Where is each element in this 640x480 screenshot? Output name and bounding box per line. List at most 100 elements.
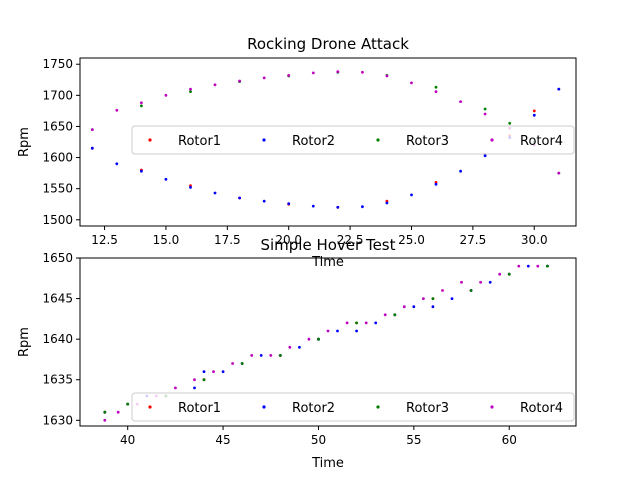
data-point-rotor4 <box>364 321 368 325</box>
y-tick-label: 1645 <box>42 292 73 306</box>
y-tick-label: 1600 <box>42 151 73 165</box>
data-point-rotor4 <box>345 321 349 325</box>
data-point-rotor2 <box>410 193 413 197</box>
legend-marker-rotor1 <box>148 405 152 409</box>
data-point-rotor2 <box>532 113 536 117</box>
data-point-rotor3 <box>434 85 438 89</box>
data-point-rotor4 <box>231 362 235 365</box>
legend-marker-rotor3 <box>376 405 380 409</box>
data-point-rotor2 <box>238 196 242 200</box>
data-point-rotor3 <box>240 362 244 365</box>
data-point-rotor3 <box>507 272 511 276</box>
data-point-rotor2 <box>488 280 492 284</box>
x-tick-label: 45 <box>215 433 230 447</box>
data-point-rotor1 <box>532 109 536 113</box>
data-point-rotor2 <box>311 204 315 208</box>
y-tick-label: 1500 <box>42 213 73 227</box>
legend: Rotor1 Rotor2 Rotor3 Rotor4 <box>131 392 575 422</box>
data-point-rotor3 <box>508 121 512 125</box>
data-point-rotor2 <box>193 386 196 390</box>
data-point-rotor2 <box>412 305 416 309</box>
y-tick-label: 1750 <box>42 57 73 71</box>
x-tick-label: 50 <box>311 433 326 447</box>
data-point-rotor2 <box>189 186 192 189</box>
data-point-rotor4 <box>383 313 387 317</box>
x-tick-label: 15.0 <box>153 233 180 247</box>
data-point-rotor4 <box>307 337 311 341</box>
data-point-rotor3 <box>546 264 549 268</box>
axis-ticks: 12.5 15.0 17.5 20.0 22.5 25.0 27.5 30.0 1500 1550… <box>42 57 547 247</box>
data-point-rotor4 <box>557 171 561 175</box>
chart-marks <box>90 70 561 209</box>
axis-ticks: 40 45 50 55 60 1630 1635 1640 1645 1650 <box>42 251 516 447</box>
data-point-rotor4 <box>441 289 444 292</box>
legend-label-rotor2: Rotor2 <box>292 134 335 149</box>
y-tick-label: 1640 <box>42 332 73 346</box>
y-tick-label: 1650 <box>42 119 73 133</box>
x-tick-label: 55 <box>406 433 421 447</box>
x-tick-label: 60 <box>502 433 517 447</box>
data-point-rotor3 <box>355 321 358 325</box>
legend-label-rotor1: Rotor1 <box>178 401 221 416</box>
y-tick-label: 1635 <box>42 373 73 387</box>
data-point-rotor2 <box>115 162 119 166</box>
legend-marker-rotor4 <box>490 405 494 409</box>
legend-box <box>131 392 575 422</box>
data-point-rotor2 <box>287 202 291 206</box>
data-point-rotor2 <box>434 182 438 186</box>
data-point-rotor4 <box>311 71 315 75</box>
data-point-rotor4 <box>193 378 196 382</box>
data-point-rotor4 <box>269 354 273 357</box>
data-point-rotor4 <box>410 81 413 85</box>
data-point-rotor2 <box>202 370 206 373</box>
y-axis-label: Rpm <box>17 327 32 357</box>
x-tick-label: 25.0 <box>398 233 425 247</box>
y-tick-label: 1650 <box>42 251 73 265</box>
data-point-rotor2 <box>90 146 94 150</box>
legend-box <box>131 125 575 155</box>
data-point-rotor4 <box>262 76 266 80</box>
x-tick-label: 27.5 <box>460 233 487 247</box>
data-point-rotor3 <box>393 313 397 317</box>
data-point-rotor4 <box>479 280 482 284</box>
data-point-rotor4 <box>459 100 462 103</box>
data-point-rotor4 <box>336 70 340 74</box>
data-point-rotor2 <box>262 199 266 203</box>
x-axis-label: Time <box>311 255 344 270</box>
legend-marker-rotor1 <box>148 138 152 142</box>
data-point-rotor4 <box>116 410 120 414</box>
data-point-rotor3 <box>202 378 206 382</box>
y-tick-label: 1700 <box>42 88 73 102</box>
x-tick-label: 20.0 <box>275 233 302 247</box>
legend-label-rotor3: Rotor3 <box>406 134 449 149</box>
x-tick-label: 40 <box>120 433 135 447</box>
data-point-rotor4 <box>361 70 364 74</box>
data-point-rotor2 <box>374 321 378 325</box>
data-point-rotor3 <box>278 354 282 357</box>
data-point-rotor2 <box>140 169 143 173</box>
x-tick-label: 22.5 <box>337 233 364 247</box>
data-point-rotor2 <box>459 169 462 173</box>
data-point-rotor2 <box>483 154 487 158</box>
data-point-rotor3 <box>317 337 320 341</box>
data-point-rotor2 <box>213 191 217 195</box>
data-point-rotor4 <box>115 108 119 112</box>
data-point-rotor4 <box>422 297 425 300</box>
data-point-rotor2 <box>221 370 225 373</box>
data-point-rotor2 <box>298 345 301 349</box>
data-point-rotor4 <box>402 305 406 309</box>
data-point-rotor3 <box>126 402 130 406</box>
y-tick-label: 1630 <box>42 413 73 427</box>
data-point-rotor4 <box>250 354 254 357</box>
data-point-rotor2 <box>259 354 263 357</box>
plot-area-frame <box>79 57 577 227</box>
x-axis-label: Time <box>311 456 344 471</box>
legend-label-rotor3: Rotor3 <box>406 401 449 416</box>
y-axis-label: Rpm <box>17 127 32 157</box>
data-point-rotor4 <box>434 90 438 93</box>
data-point-rotor4 <box>238 79 242 83</box>
data-point-rotor2 <box>450 297 454 300</box>
data-point-rotor4 <box>288 345 292 349</box>
